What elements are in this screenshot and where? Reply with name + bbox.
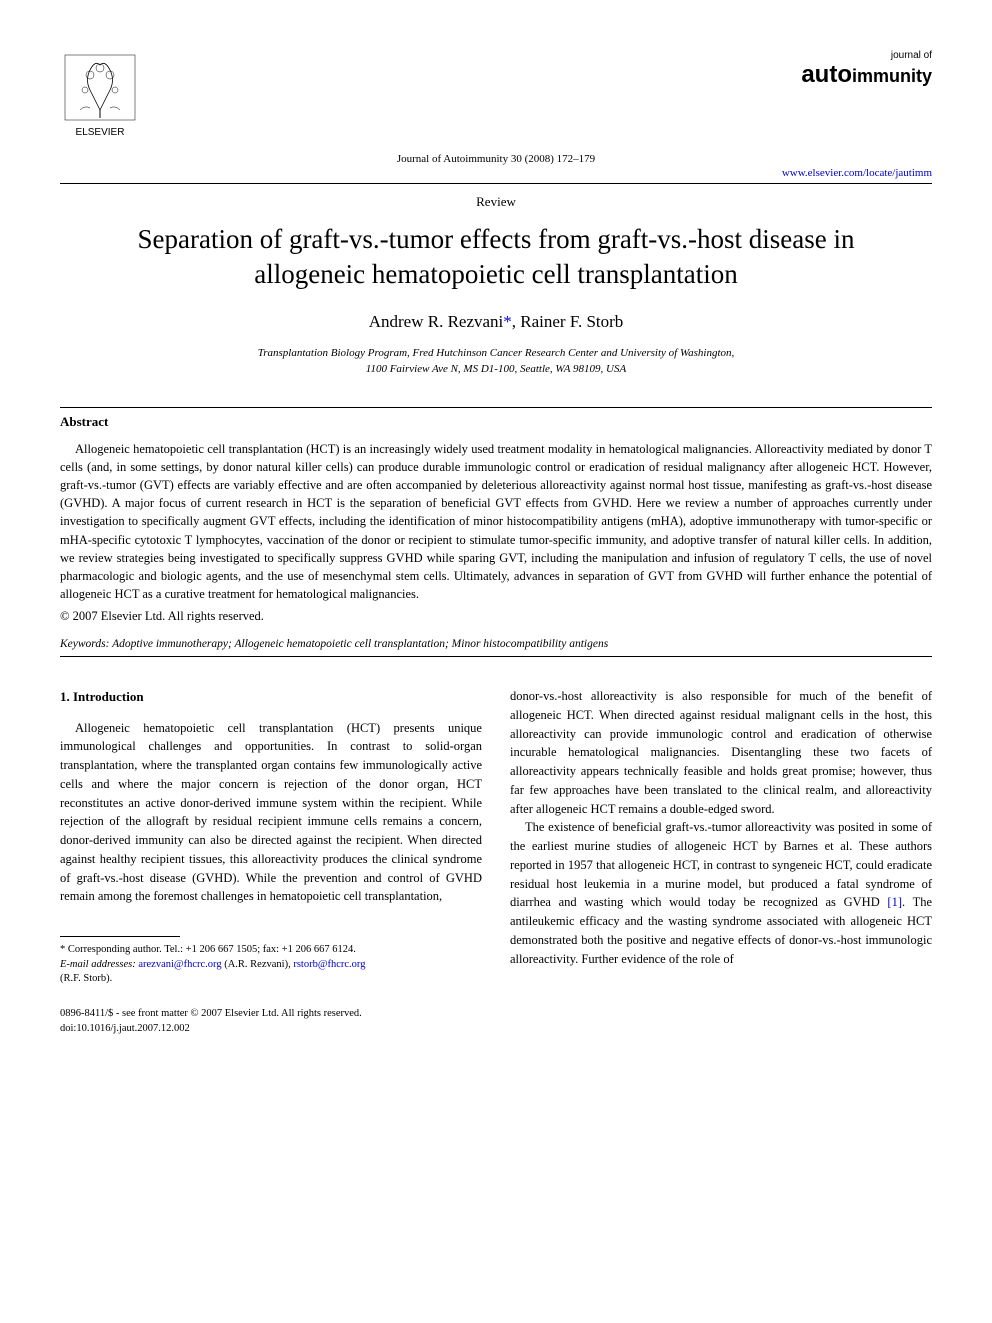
- section-1-heading: 1. Introduction: [60, 687, 482, 707]
- intro-continuation: donor-vs.-host alloreactivity is also re…: [510, 687, 932, 818]
- affiliation-line1: Transplantation Biology Program, Fred Hu…: [258, 347, 735, 359]
- email-2-name: (R.F. Storb).: [60, 972, 482, 987]
- header-rule: [60, 183, 932, 184]
- publisher-logo: ELSEVIER: [60, 50, 140, 145]
- corr-author-info: * Corresponding author. Tel.: +1 206 667…: [60, 943, 482, 958]
- left-column: 1. Introduction Allogeneic hematopoietic…: [60, 687, 482, 1036]
- body-columns: 1. Introduction Allogeneic hematopoietic…: [60, 687, 932, 1036]
- corresponding-footnote: * Corresponding author. Tel.: +1 206 667…: [60, 943, 482, 987]
- author-2: , Rainer F. Storb: [512, 312, 624, 331]
- intro-paragraph-1: Allogeneic hematopoietic cell transplant…: [60, 719, 482, 907]
- corresponding-mark: *: [503, 312, 512, 331]
- authors: Andrew R. Rezvani*, Rainer F. Storb: [60, 312, 932, 332]
- abstract-heading: Abstract: [60, 414, 932, 430]
- article-title: Separation of graft-vs.-tumor effects fr…: [60, 222, 932, 292]
- journal-logo-main: auto: [801, 61, 852, 88]
- doi-line: doi:10.1016/j.jaut.2007.12.002: [60, 1022, 482, 1037]
- right-column: donor-vs.-host alloreactivity is also re…: [510, 687, 932, 1036]
- elsevier-tree-icon: ELSEVIER: [60, 50, 140, 140]
- abstract-top-rule: [60, 407, 932, 408]
- intro-paragraph-2: The existence of beneficial graft-vs.-tu…: [510, 818, 932, 968]
- locate-url[interactable]: www.elsevier.com/locate/jautimm: [60, 167, 932, 179]
- abstract-bottom-rule: [60, 656, 932, 657]
- journal-logo: journal of autoimmunity: [801, 50, 932, 89]
- email-1[interactable]: arezvani@fhcrc.org: [138, 959, 221, 970]
- keywords-text: Adoptive immunotherapy; Allogeneic hemat…: [109, 638, 608, 650]
- issn-line: 0896-8411/$ - see front matter © 2007 El…: [60, 1007, 482, 1022]
- affiliation-line2: 1100 Fairview Ave N, MS D1-100, Seattle,…: [366, 363, 626, 375]
- email-1-name: (A.R. Rezvani),: [222, 959, 294, 970]
- author-1: Andrew R. Rezvani: [369, 312, 504, 331]
- email-2[interactable]: rstorb@fhcrc.org: [293, 959, 365, 970]
- p2-part-a: The existence of beneficial graft-vs.-tu…: [510, 820, 932, 909]
- journal-citation: Journal of Autoimmunity 30 (2008) 172–17…: [60, 153, 932, 165]
- journal-logo-sub: immunity: [852, 66, 932, 86]
- article-type: Review: [60, 194, 932, 210]
- svg-text:ELSEVIER: ELSEVIER: [76, 127, 125, 138]
- bottom-info: 0896-8411/$ - see front matter © 2007 El…: [60, 1007, 482, 1036]
- abstract-text: Allogeneic hematopoietic cell transplant…: [60, 440, 932, 603]
- email-line: E-mail addresses: arezvani@fhcrc.org (A.…: [60, 958, 482, 973]
- journal-logo-small: journal of: [801, 50, 932, 61]
- footnote-rule: [60, 936, 180, 937]
- header: ELSEVIER journal of autoimmunity: [60, 50, 932, 145]
- abstract-copyright: © 2007 Elsevier Ltd. All rights reserved…: [60, 609, 932, 624]
- email-label: E-mail addresses:: [60, 959, 136, 970]
- affiliation: Transplantation Biology Program, Fred Hu…: [60, 346, 932, 377]
- keywords: Keywords: Adoptive immunotherapy; Alloge…: [60, 638, 932, 650]
- keywords-label: Keywords:: [60, 638, 109, 650]
- ref-1-link[interactable]: [1]: [887, 895, 902, 909]
